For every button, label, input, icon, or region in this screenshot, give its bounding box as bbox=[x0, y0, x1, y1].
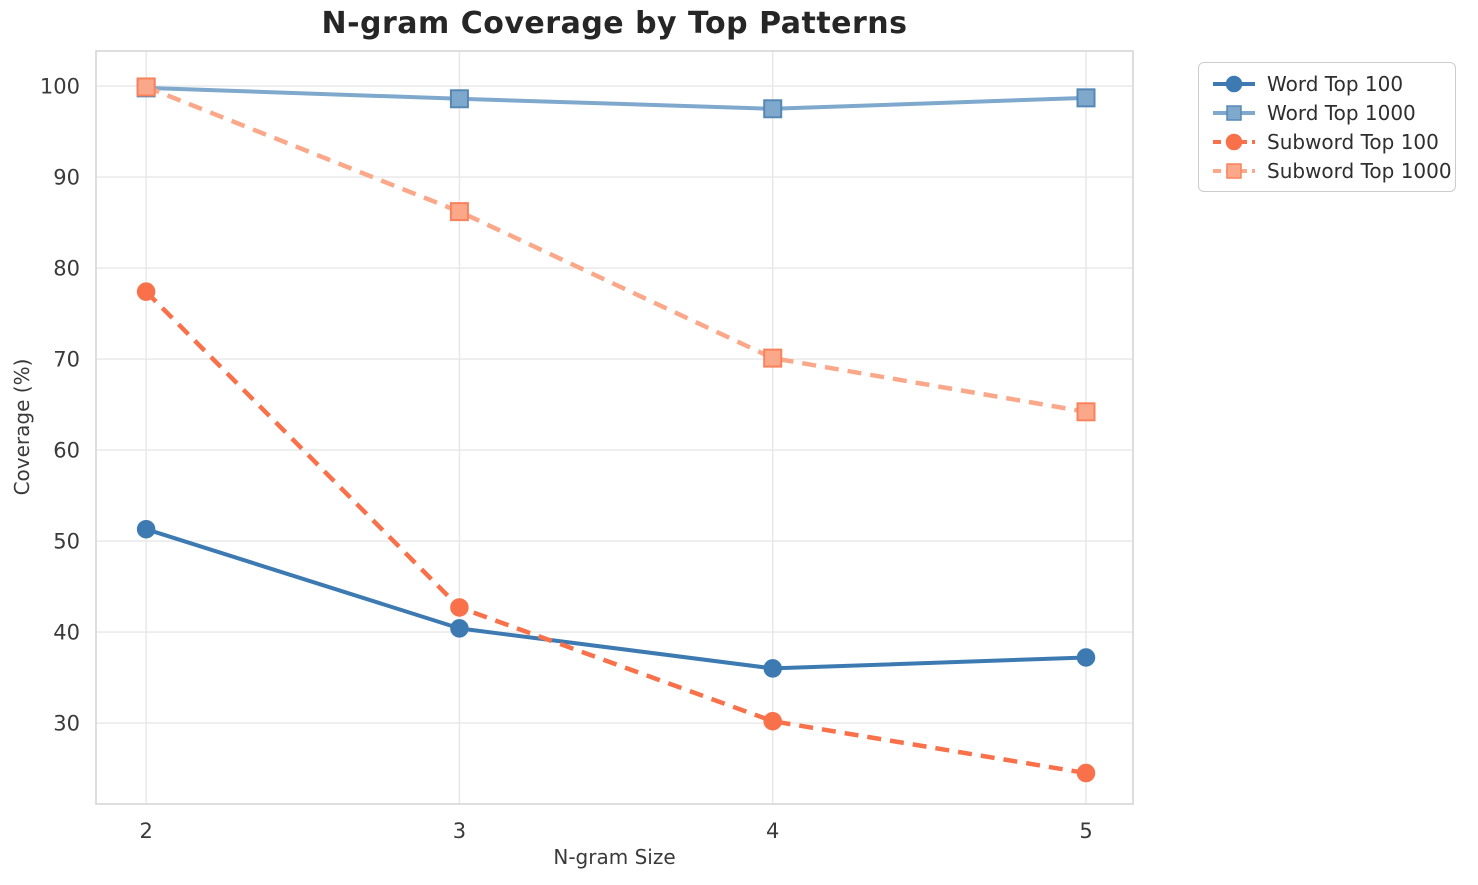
series-marker-1 bbox=[449, 89, 469, 109]
legend-item-2: Subword Top 100 bbox=[1211, 128, 1455, 156]
series-marker-0 bbox=[450, 619, 469, 638]
legend-item-1: Word Top 1000 bbox=[1211, 99, 1455, 127]
y-tick-label: 70 bbox=[53, 348, 80, 372]
legend-swatch-dashed-circle-icon bbox=[1213, 133, 1255, 150]
legend-label: Subword Top 100 bbox=[1267, 129, 1439, 154]
series-marker-3 bbox=[136, 77, 156, 97]
plot-border bbox=[95, 50, 1134, 805]
series-marker-0 bbox=[1076, 648, 1096, 667]
series-marker-3 bbox=[763, 348, 783, 368]
series-marker-3 bbox=[449, 202, 469, 222]
x-axis-label: N-gram Size bbox=[553, 845, 676, 869]
legend-item-0: Word Top 100 bbox=[1211, 70, 1455, 98]
y-tick-label: 80 bbox=[53, 257, 80, 281]
series-line-2 bbox=[144, 290, 1087, 776]
x-tick-label: 4 bbox=[766, 819, 779, 843]
series-marker-3 bbox=[1076, 402, 1096, 422]
legend-swatch-dashed-square-icon bbox=[1213, 162, 1255, 179]
series-marker-1 bbox=[1076, 88, 1096, 108]
series-marker-2 bbox=[763, 711, 782, 731]
chart-title: N-gram Coverage by Top Patterns bbox=[321, 6, 908, 41]
series-marker-1 bbox=[763, 99, 783, 119]
x-tick-label: 5 bbox=[1079, 819, 1092, 843]
series-line-3 bbox=[145, 84, 1087, 415]
x-tick-label: 2 bbox=[139, 819, 152, 843]
legend-swatch-solid-circle-icon bbox=[1213, 75, 1255, 92]
legend-label: Word Top 100 bbox=[1267, 71, 1404, 96]
y-tick-label: 30 bbox=[53, 712, 80, 736]
x-tick-label: 3 bbox=[453, 819, 466, 843]
legend-swatch-solid-square-icon bbox=[1213, 104, 1255, 121]
series-line-1 bbox=[146, 85, 1087, 111]
series-marker-0 bbox=[763, 659, 782, 678]
y-tick-label: 40 bbox=[53, 621, 80, 645]
legend: Word Top 100 Word Top 1000 Subword Top 100… bbox=[1198, 62, 1456, 192]
legend-label: Subword Top 1000 bbox=[1267, 158, 1452, 183]
legend-item-3: Subword Top 1000 bbox=[1211, 157, 1455, 185]
y-tick-label: 90 bbox=[53, 166, 80, 190]
legend-label: Word Top 1000 bbox=[1267, 100, 1416, 125]
series-marker-2 bbox=[1076, 763, 1096, 783]
series-marker-0 bbox=[136, 519, 156, 539]
series-marker-2 bbox=[450, 598, 469, 617]
series-line-0 bbox=[145, 527, 1087, 671]
series-marker-2 bbox=[136, 282, 156, 301]
y-axis-label: Coverage (%) bbox=[10, 358, 34, 496]
y-tick-label: 60 bbox=[53, 439, 80, 463]
y-tick-label: 50 bbox=[53, 530, 80, 554]
y-tick-label: 100 bbox=[40, 75, 80, 99]
